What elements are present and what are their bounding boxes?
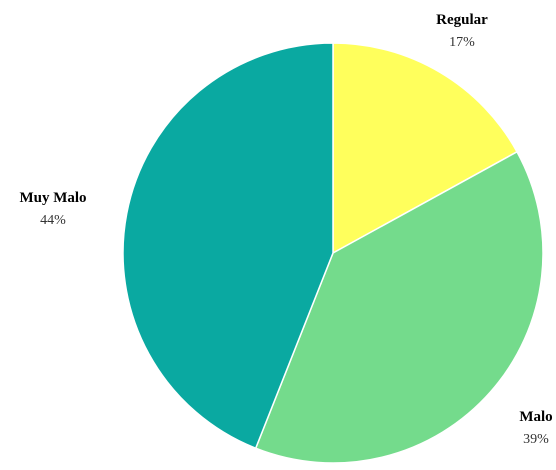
- pie-slice-regular: [332, 42, 519, 255]
- slice-percent-malo: 39%: [523, 432, 549, 447]
- slice-label-regular: Regular: [436, 12, 488, 28]
- slice-percent-muy-malo: 44%: [40, 213, 66, 228]
- pie-slice-malo: [254, 150, 544, 464]
- slice-label-malo: Malo: [519, 409, 552, 425]
- pie-slice-muy-malo: [122, 42, 334, 450]
- pie-labels: Regular 17% Malo 39% Muy Malo 44%: [19, 12, 552, 447]
- slice-percent-regular: 17%: [449, 35, 475, 50]
- pie-slices: [122, 42, 544, 464]
- slice-label-muy-malo: Muy Malo: [19, 190, 86, 206]
